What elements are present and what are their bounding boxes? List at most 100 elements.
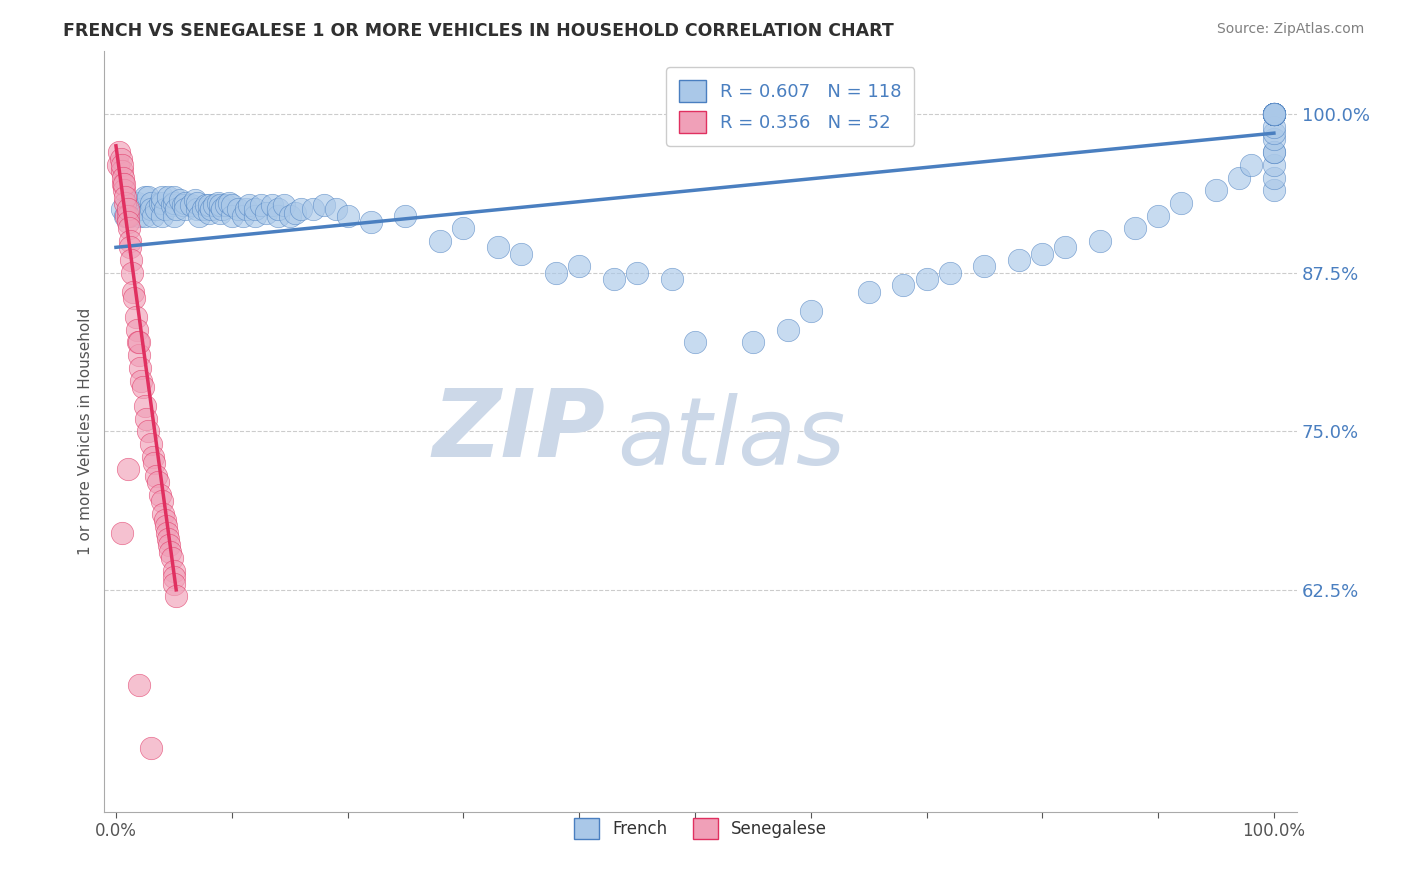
- Point: [131, 202, 153, 217]
- Point: [661, 272, 683, 286]
- Point: [336, 209, 359, 223]
- Point: [1263, 107, 1285, 121]
- Point: [1263, 170, 1285, 185]
- Point: [155, 519, 177, 533]
- Point: [117, 202, 139, 217]
- Point: [1090, 234, 1112, 248]
- Point: [118, 234, 141, 248]
- Point: [1263, 107, 1285, 121]
- Point: [135, 411, 157, 425]
- Point: [114, 189, 136, 203]
- Point: [800, 303, 823, 318]
- Point: [111, 170, 134, 185]
- Point: [1263, 183, 1285, 197]
- Point: [221, 209, 243, 223]
- Point: [159, 545, 181, 559]
- Point: [124, 310, 146, 324]
- Point: [112, 177, 135, 191]
- Point: [128, 348, 150, 362]
- Point: [152, 507, 174, 521]
- Point: [1263, 107, 1285, 121]
- Point: [143, 456, 166, 470]
- Point: [314, 198, 336, 212]
- Point: [112, 183, 135, 197]
- Point: [1170, 195, 1192, 210]
- Point: [127, 335, 149, 350]
- Point: [1227, 170, 1250, 185]
- Point: [1263, 107, 1285, 121]
- Point: [238, 198, 260, 212]
- Text: Source: ZipAtlas.com: Source: ZipAtlas.com: [1216, 22, 1364, 37]
- Point: [149, 195, 172, 210]
- Y-axis label: 1 or more Vehicles in Household: 1 or more Vehicles in Household: [79, 308, 93, 555]
- Point: [1263, 145, 1285, 160]
- Point: [157, 539, 180, 553]
- Point: [429, 234, 451, 248]
- Point: [209, 198, 232, 212]
- Point: [938, 266, 960, 280]
- Point: [128, 335, 150, 350]
- Point: [186, 195, 208, 210]
- Point: [278, 209, 301, 223]
- Point: [128, 678, 150, 692]
- Point: [1263, 107, 1285, 121]
- Point: [776, 323, 799, 337]
- Point: [858, 285, 880, 299]
- Point: [207, 195, 229, 210]
- Point: [134, 209, 156, 223]
- Point: [174, 202, 197, 217]
- Point: [145, 468, 167, 483]
- Point: [267, 202, 290, 217]
- Point: [267, 209, 290, 223]
- Point: [453, 221, 475, 235]
- Point: [186, 202, 208, 217]
- Point: [157, 189, 180, 203]
- Point: [122, 195, 145, 210]
- Point: [125, 195, 148, 210]
- Point: [235, 202, 257, 217]
- Point: [146, 475, 169, 489]
- Point: [486, 240, 509, 254]
- Point: [150, 209, 173, 223]
- Point: [150, 494, 173, 508]
- Legend: French, Senegalese: French, Senegalese: [568, 812, 834, 846]
- Point: [1263, 120, 1285, 134]
- Point: [232, 209, 254, 223]
- Point: [1054, 240, 1077, 254]
- Point: [118, 240, 141, 254]
- Point: [142, 450, 165, 464]
- Text: atlas: atlas: [617, 393, 845, 484]
- Point: [273, 198, 295, 212]
- Point: [301, 202, 323, 217]
- Point: [138, 424, 160, 438]
- Point: [1263, 107, 1285, 121]
- Point: [111, 164, 134, 178]
- Point: [139, 437, 162, 451]
- Point: [603, 272, 626, 286]
- Point: [1263, 126, 1285, 140]
- Point: [163, 570, 186, 584]
- Point: [891, 278, 914, 293]
- Point: [1008, 252, 1031, 267]
- Point: [134, 399, 156, 413]
- Point: [174, 195, 197, 210]
- Text: ZIP: ZIP: [433, 385, 606, 477]
- Point: [256, 206, 278, 220]
- Point: [626, 266, 648, 280]
- Point: [1263, 107, 1285, 121]
- Point: [202, 198, 225, 212]
- Point: [107, 158, 129, 172]
- Point: [165, 202, 187, 217]
- Point: [510, 246, 533, 260]
- Point: [197, 206, 219, 220]
- Point: [163, 576, 186, 591]
- Point: [121, 266, 143, 280]
- Point: [262, 198, 284, 212]
- Point: [115, 209, 138, 223]
- Point: [139, 202, 162, 217]
- Point: [117, 209, 139, 223]
- Point: [290, 202, 312, 217]
- Point: [741, 335, 763, 350]
- Point: [1263, 107, 1285, 121]
- Point: [249, 198, 271, 212]
